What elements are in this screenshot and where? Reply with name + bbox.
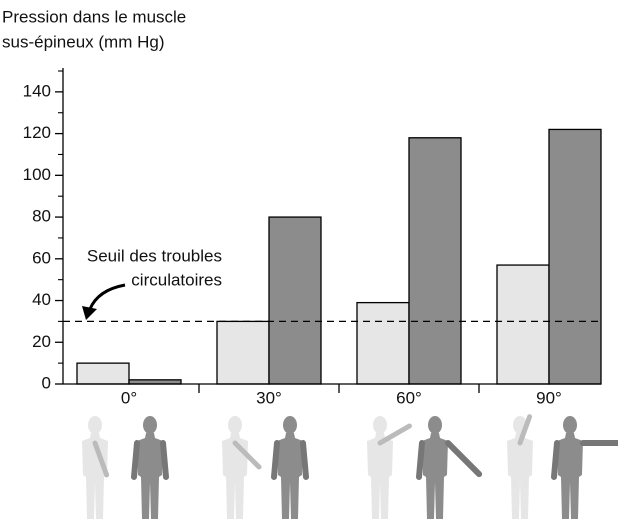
y-tick-label: 80 <box>32 207 51 226</box>
figure-dark <box>134 416 166 519</box>
bar <box>217 321 269 384</box>
figure-light <box>367 416 409 519</box>
bar <box>357 303 409 384</box>
y-axis-title: sus-épineux (mm Hg) <box>2 32 165 51</box>
bar <box>77 363 129 384</box>
figure-group <box>82 416 618 519</box>
x-tick-label: 60° <box>396 388 422 407</box>
y-tick-label: 100 <box>23 165 51 184</box>
figure-dark <box>554 416 618 519</box>
bar <box>269 217 321 384</box>
y-tick-label: 120 <box>23 123 51 142</box>
x-tick-label: 30° <box>256 388 282 407</box>
y-axis-title: Pression dans le muscle <box>2 7 186 26</box>
figure-dark <box>419 416 479 519</box>
figure-dark <box>274 416 306 519</box>
chart: Pression dans le muscle sus-épineux (mm … <box>0 0 618 525</box>
y-tick-label: 40 <box>32 290 51 309</box>
y-tick-label: 60 <box>32 248 51 267</box>
figure-light <box>222 416 259 519</box>
annotation: circulatoires <box>131 270 222 289</box>
y-tick-label: 0 <box>42 373 51 392</box>
bar <box>409 138 461 384</box>
x-tick-label: 90° <box>536 388 562 407</box>
figure-light <box>82 416 108 519</box>
annotation-arrow <box>90 285 125 309</box>
bar <box>549 129 601 384</box>
x-tick-label: 0° <box>121 388 137 407</box>
figure-light <box>507 416 533 519</box>
bar <box>497 265 549 384</box>
annotation: Seuil des troubles <box>87 246 222 265</box>
y-tick-label: 140 <box>23 81 51 100</box>
annotation-arrowhead <box>82 306 97 320</box>
y-tick-label: 20 <box>32 332 51 351</box>
